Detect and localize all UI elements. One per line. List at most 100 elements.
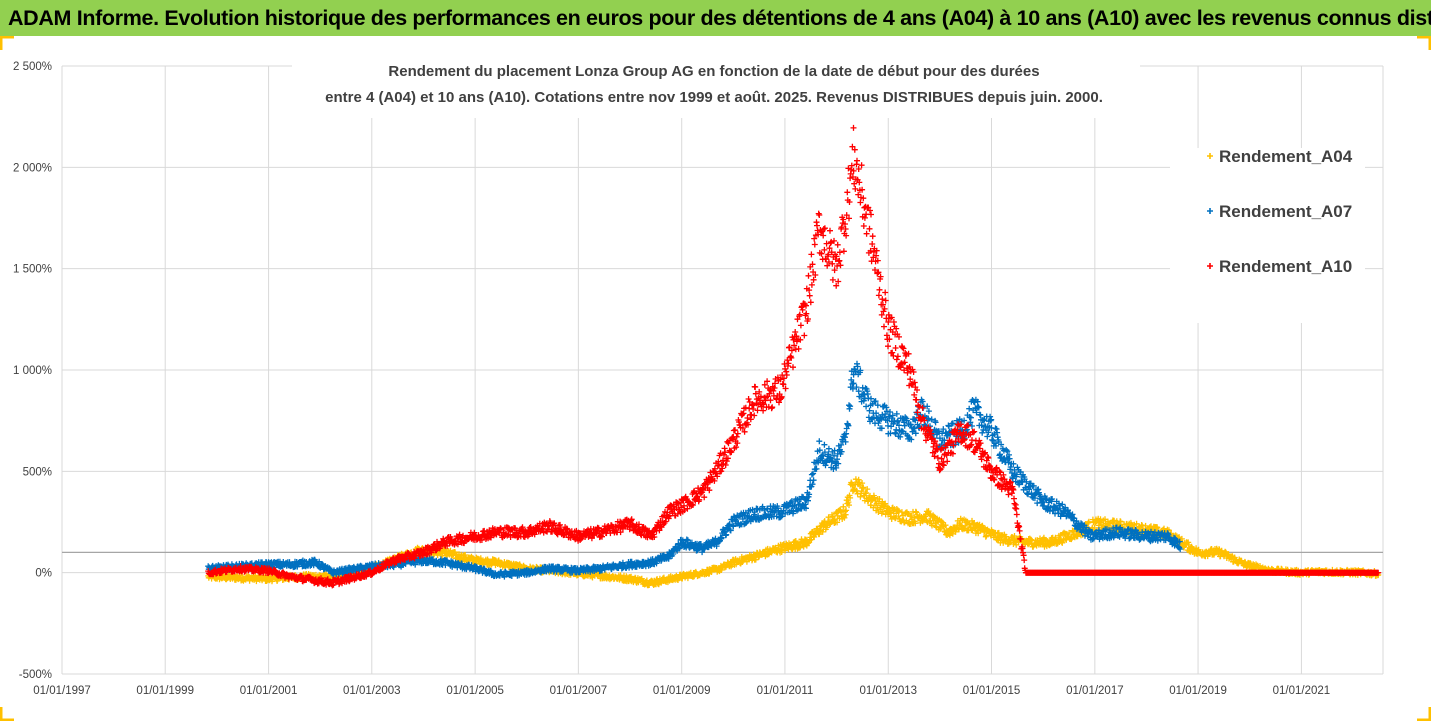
data-point	[745, 396, 752, 402]
data-point	[849, 482, 856, 489]
data-point	[984, 433, 991, 440]
data-point	[732, 427, 738, 433]
data-point	[769, 404, 776, 411]
x-tick-label: 01/01/2017	[1066, 685, 1124, 697]
frame-corner	[1417, 707, 1431, 721]
data-point	[825, 445, 832, 452]
frame-corners	[0, 36, 1431, 721]
y-tick-label: 0%	[35, 568, 52, 580]
x-tick-label: 01/01/2001	[240, 685, 298, 697]
data-point	[811, 534, 818, 540]
data-point	[734, 430, 741, 437]
x-tick-label: 01/01/2007	[550, 685, 608, 697]
y-axis-labels: 2 500% 2 000% 1 500% 1 000% 500% 0% -500%	[13, 61, 52, 681]
data-point	[752, 384, 759, 390]
frame-corner	[0, 36, 14, 50]
data-point	[782, 365, 789, 372]
data-point	[795, 345, 802, 352]
x-tick-label: 01/01/2011	[757, 685, 814, 697]
data-point	[806, 292, 813, 299]
data-point	[1011, 533, 1018, 539]
data-point	[863, 403, 870, 410]
data-point	[821, 441, 828, 448]
data-point	[937, 525, 944, 532]
y-tick-label: 1 000%	[13, 365, 52, 377]
x-tick-label: 01/01/1999	[136, 685, 194, 697]
x-axis-labels: 01/01/1997 01/01/1999 01/01/2001 01/01/2003…	[33, 685, 1330, 697]
frame-corner	[1417, 36, 1431, 50]
x-tick-label: 01/01/2013	[859, 685, 917, 697]
y-tick-label: 2 500%	[13, 61, 52, 73]
data-point	[942, 522, 949, 529]
data-point	[808, 251, 815, 258]
data-point	[1037, 535, 1043, 542]
x-tick-label: 01/01/2009	[653, 685, 711, 697]
data-point	[811, 241, 818, 248]
data-point	[754, 407, 761, 414]
data-point	[744, 415, 751, 421]
data-point	[929, 522, 935, 529]
data-point	[1142, 522, 1149, 529]
data-point	[957, 521, 964, 528]
data-point	[966, 405, 973, 412]
data-point	[841, 514, 848, 521]
data-point	[846, 502, 852, 509]
data-point	[843, 507, 850, 514]
y-tick-label: 500%	[23, 466, 52, 478]
x-tick-label: 01/01/2015	[963, 685, 1021, 697]
data-point	[853, 487, 860, 494]
data-point	[912, 520, 919, 527]
data-point	[858, 488, 865, 495]
data-points	[205, 124, 1382, 589]
data-point	[816, 438, 823, 445]
data-point	[790, 364, 796, 371]
data-point	[925, 508, 932, 515]
data-point	[876, 496, 883, 502]
data-point	[477, 555, 484, 562]
data-point	[840, 503, 847, 510]
data-point	[896, 508, 902, 515]
y-tick-label: 1 500%	[13, 264, 52, 276]
data-point	[863, 489, 870, 496]
data-point	[807, 299, 814, 306]
data-point	[816, 212, 823, 218]
x-tick-label: 01/01/1997	[33, 685, 91, 697]
y-tick-label: 2 000%	[13, 162, 52, 174]
data-point	[834, 519, 841, 526]
data-point	[829, 276, 836, 283]
data-point	[882, 500, 889, 507]
data-point	[808, 471, 815, 478]
data-point	[791, 538, 798, 545]
data-point	[962, 523, 969, 529]
data-point	[864, 486, 871, 493]
data-point	[810, 477, 817, 484]
data-point	[1154, 524, 1161, 531]
chart-area: 2 500% 2 000% 1 500% 1 000% 500% 0% -500% 01/0…	[0, 36, 1431, 721]
data-point	[1066, 529, 1073, 536]
data-point	[751, 412, 758, 419]
data-point	[797, 322, 804, 329]
x-tick-label: 01/01/2021	[1273, 685, 1331, 697]
data-point	[1133, 520, 1140, 527]
data-point	[801, 332, 808, 339]
data-point	[894, 507, 901, 514]
x-tick-label: 01/01/2019	[1169, 685, 1227, 697]
data-point	[880, 403, 887, 410]
banner-title: ADAM Informe. Evolution historique des p…	[8, 6, 1431, 30]
x-tick-label: 01/01/2003	[343, 685, 401, 697]
data-point	[1117, 518, 1124, 525]
data-point	[1068, 535, 1075, 541]
data-point	[871, 494, 878, 501]
data-point	[778, 549, 785, 555]
data-point	[1059, 539, 1066, 546]
data-point	[847, 494, 854, 501]
frame-corner	[0, 707, 14, 721]
report-banner: ADAM Informe. Evolution historique des p…	[0, 0, 1431, 36]
data-point	[819, 528, 826, 535]
chart: 2 500% 2 000% 1 500% 1 000% 500% 0% -500% 01/0…	[0, 36, 1431, 721]
data-point	[975, 530, 982, 537]
data-point	[805, 272, 812, 279]
x-tick-label: 01/01/2005	[446, 685, 504, 697]
data-point	[860, 484, 867, 491]
y-tick-label: -500%	[19, 669, 52, 681]
